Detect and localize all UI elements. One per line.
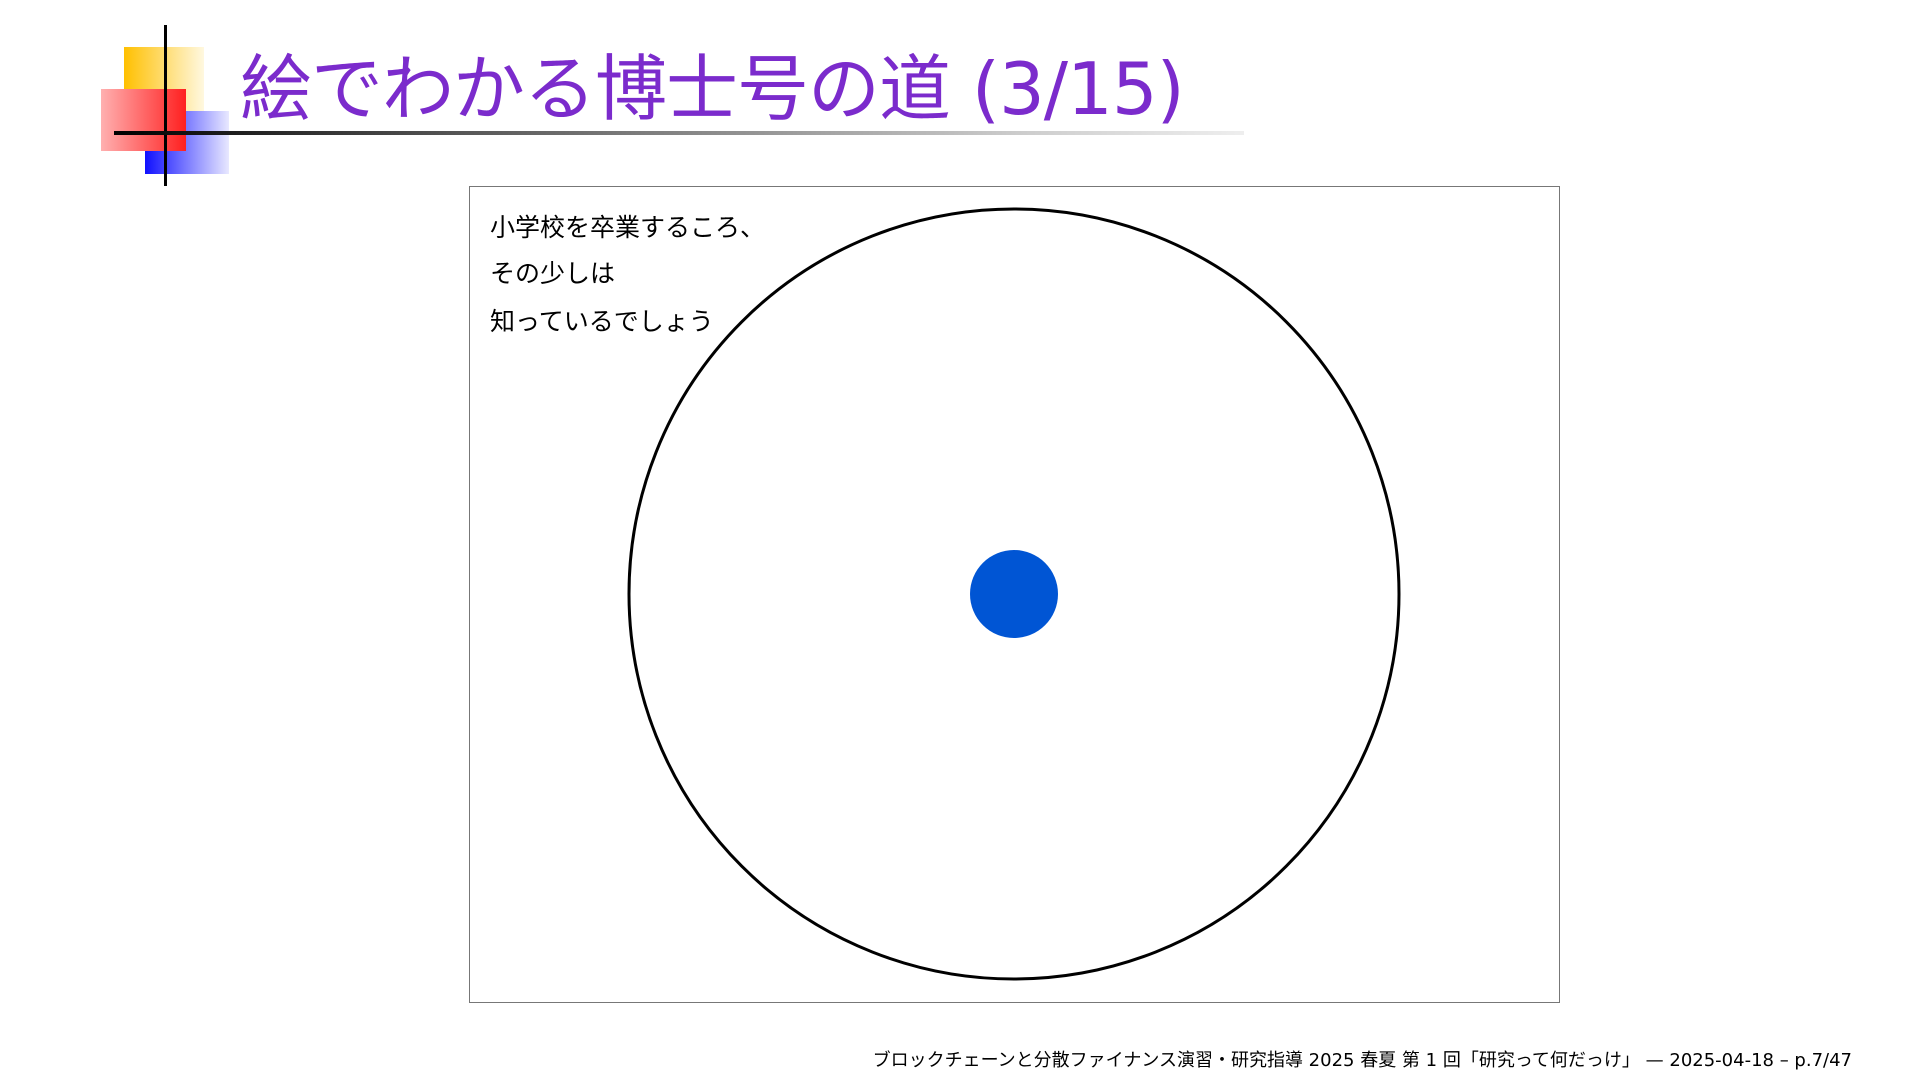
knowledge-circle-figure [627, 207, 1401, 981]
figure-frame: 小学校を卒業するころ、 その少しは 知っているでしょう [469, 186, 1560, 1003]
logo-vertical-line [164, 25, 167, 186]
figure-text-line-3: 知っているでしょう [490, 307, 714, 336]
slide-title: 絵でわかる博士号の道 (3/15) [240, 47, 1185, 131]
knowledge-dot [970, 550, 1058, 638]
figure-text-line-2: その少しは [490, 259, 616, 288]
slide-footer: ブロックチェーンと分散ファイナンス演習・研究指導 2025 春夏 第 1 回「研… [872, 1050, 1852, 1071]
title-underline [114, 131, 1244, 135]
figure-text-line-1: 小学校を卒業するころ、 [490, 213, 766, 242]
logo-red-square [101, 89, 186, 151]
knowledge-circle [627, 207, 1401, 981]
